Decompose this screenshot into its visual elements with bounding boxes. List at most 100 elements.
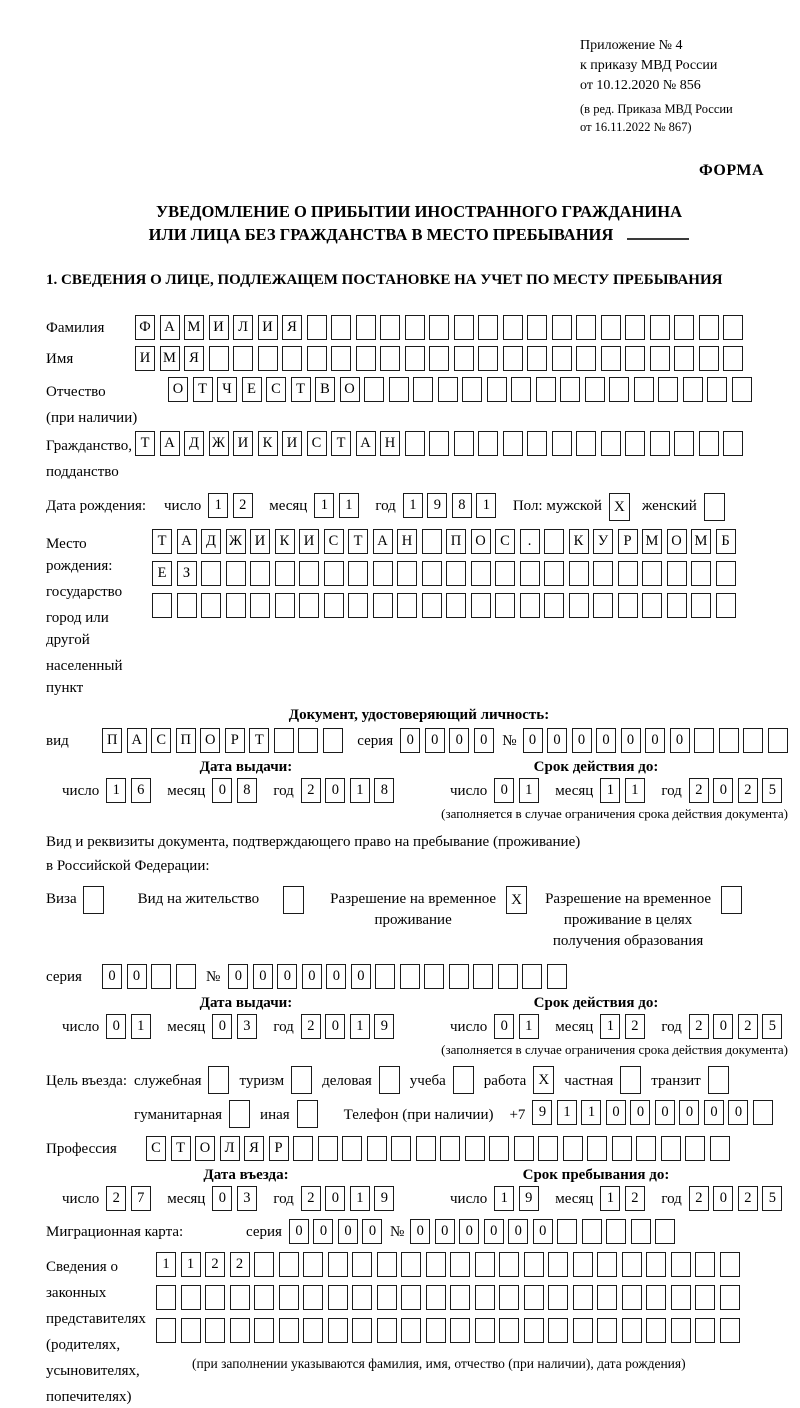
char-cell[interactable]	[317, 1136, 338, 1161]
char-cell[interactable]: И	[135, 346, 155, 371]
day-cell[interactable]: 2	[106, 1186, 127, 1211]
char-cell[interactable]: 0	[424, 728, 445, 753]
day-cell[interactable]: 1	[494, 1186, 515, 1211]
char-cell[interactable]	[581, 1219, 602, 1244]
char-cell[interactable]	[523, 1252, 544, 1277]
char-cell[interactable]	[152, 593, 172, 618]
char-cell[interactable]	[497, 964, 518, 989]
char-cell[interactable]	[655, 1219, 676, 1244]
char-cell[interactable]	[355, 315, 376, 340]
char-cell[interactable]: С	[495, 529, 515, 554]
month-cell[interactable]: 0	[212, 1014, 233, 1039]
char-cell[interactable]: Т	[170, 1136, 191, 1161]
char-cell[interactable]: 0	[596, 728, 616, 753]
month-cell[interactable]: 1	[314, 493, 335, 518]
char-cell[interactable]: 0	[326, 964, 347, 989]
char-cell[interactable]	[421, 529, 442, 554]
char-cell[interactable]	[233, 346, 253, 371]
char-cell[interactable]	[621, 1252, 642, 1277]
char-cell[interactable]	[513, 1136, 534, 1161]
year-cell[interactable]: 8	[451, 493, 472, 518]
char-cell[interactable]: 2	[205, 1252, 225, 1277]
char-cell[interactable]: 0	[228, 964, 249, 989]
year-cell[interactable]: 2	[688, 1014, 709, 1039]
char-cell[interactable]	[397, 593, 417, 618]
char-cell[interactable]: 0	[547, 728, 567, 753]
char-cell[interactable]: М	[184, 315, 204, 340]
char-cell[interactable]	[568, 593, 589, 618]
char-cell[interactable]: О	[195, 1136, 215, 1161]
char-cell[interactable]: И	[233, 431, 253, 456]
char-cell[interactable]	[674, 346, 694, 371]
char-cell[interactable]: 0	[483, 1219, 504, 1244]
char-cell[interactable]: 1	[581, 1100, 602, 1125]
char-cell[interactable]	[208, 346, 229, 371]
char-cell[interactable]: 1	[156, 1252, 176, 1277]
option-checkbox[interactable]	[296, 1100, 318, 1128]
char-cell[interactable]: С	[266, 377, 286, 402]
char-cell[interactable]: 0	[620, 728, 641, 753]
char-cell[interactable]	[572, 1285, 593, 1310]
char-cell[interactable]: И	[208, 315, 229, 340]
char-cell[interactable]	[544, 593, 564, 618]
char-cell[interactable]	[752, 1100, 773, 1125]
year-cell[interactable]: 1	[349, 1186, 370, 1211]
char-cell[interactable]	[674, 315, 694, 340]
char-cell[interactable]	[322, 728, 343, 753]
char-cell[interactable]	[331, 346, 351, 371]
year-cell[interactable]: 9	[374, 1014, 395, 1039]
year-cell[interactable]: 5	[762, 1014, 783, 1039]
char-cell[interactable]	[404, 431, 425, 456]
day-cell[interactable]: 0	[106, 1014, 127, 1039]
char-cell[interactable]: Т	[348, 529, 368, 554]
char-cell[interactable]	[429, 431, 449, 456]
char-cell[interactable]	[698, 315, 719, 340]
year-cell[interactable]: 0	[713, 1014, 734, 1039]
char-cell[interactable]	[695, 1285, 715, 1310]
char-cell[interactable]	[156, 1285, 176, 1310]
char-cell[interactable]	[205, 1318, 225, 1343]
char-cell[interactable]	[486, 377, 507, 402]
day-cell[interactable]: 1	[208, 493, 229, 518]
char-cell[interactable]	[560, 377, 580, 402]
char-cell[interactable]	[352, 1285, 372, 1310]
char-cell[interactable]: И	[250, 529, 270, 554]
char-cell[interactable]	[698, 346, 719, 371]
month-cell[interactable]: 2	[624, 1014, 645, 1039]
day-cell[interactable]: 0	[494, 778, 515, 803]
char-cell[interactable]	[176, 593, 197, 618]
char-cell[interactable]: 0	[337, 1219, 358, 1244]
char-cell[interactable]	[715, 593, 736, 618]
char-cell[interactable]: С	[151, 728, 172, 753]
char-cell[interactable]	[299, 593, 319, 618]
month-cell[interactable]: 0	[212, 778, 233, 803]
char-cell[interactable]	[474, 1318, 495, 1343]
char-cell[interactable]: А	[176, 529, 197, 554]
char-cell[interactable]	[298, 728, 319, 753]
char-cell[interactable]	[366, 1136, 387, 1161]
char-cell[interactable]: 0	[410, 1219, 431, 1244]
year-cell[interactable]: 2	[300, 1186, 321, 1211]
month-cell[interactable]: 0	[212, 1186, 233, 1211]
char-cell[interactable]	[731, 377, 752, 402]
char-cell[interactable]: Ж	[225, 529, 246, 554]
char-cell[interactable]	[609, 377, 629, 402]
char-cell[interactable]: 0	[508, 1219, 529, 1244]
char-cell[interactable]	[546, 964, 567, 989]
char-cell[interactable]	[274, 561, 295, 586]
char-cell[interactable]	[401, 1285, 421, 1310]
char-cell[interactable]	[646, 1318, 666, 1343]
char-cell[interactable]	[348, 593, 368, 618]
char-cell[interactable]	[674, 431, 694, 456]
char-cell[interactable]	[453, 431, 474, 456]
char-cell[interactable]	[743, 728, 763, 753]
char-cell[interactable]	[156, 1318, 176, 1343]
char-cell[interactable]: 1	[556, 1100, 577, 1125]
option-checkbox[interactable]	[291, 1066, 313, 1094]
char-cell[interactable]: 0	[102, 964, 122, 989]
option-checkbox[interactable]	[229, 1100, 251, 1128]
option-checkbox[interactable]	[208, 1066, 230, 1094]
char-cell[interactable]	[670, 1252, 691, 1277]
char-cell[interactable]: 1	[180, 1252, 201, 1277]
char-cell[interactable]	[306, 346, 327, 371]
